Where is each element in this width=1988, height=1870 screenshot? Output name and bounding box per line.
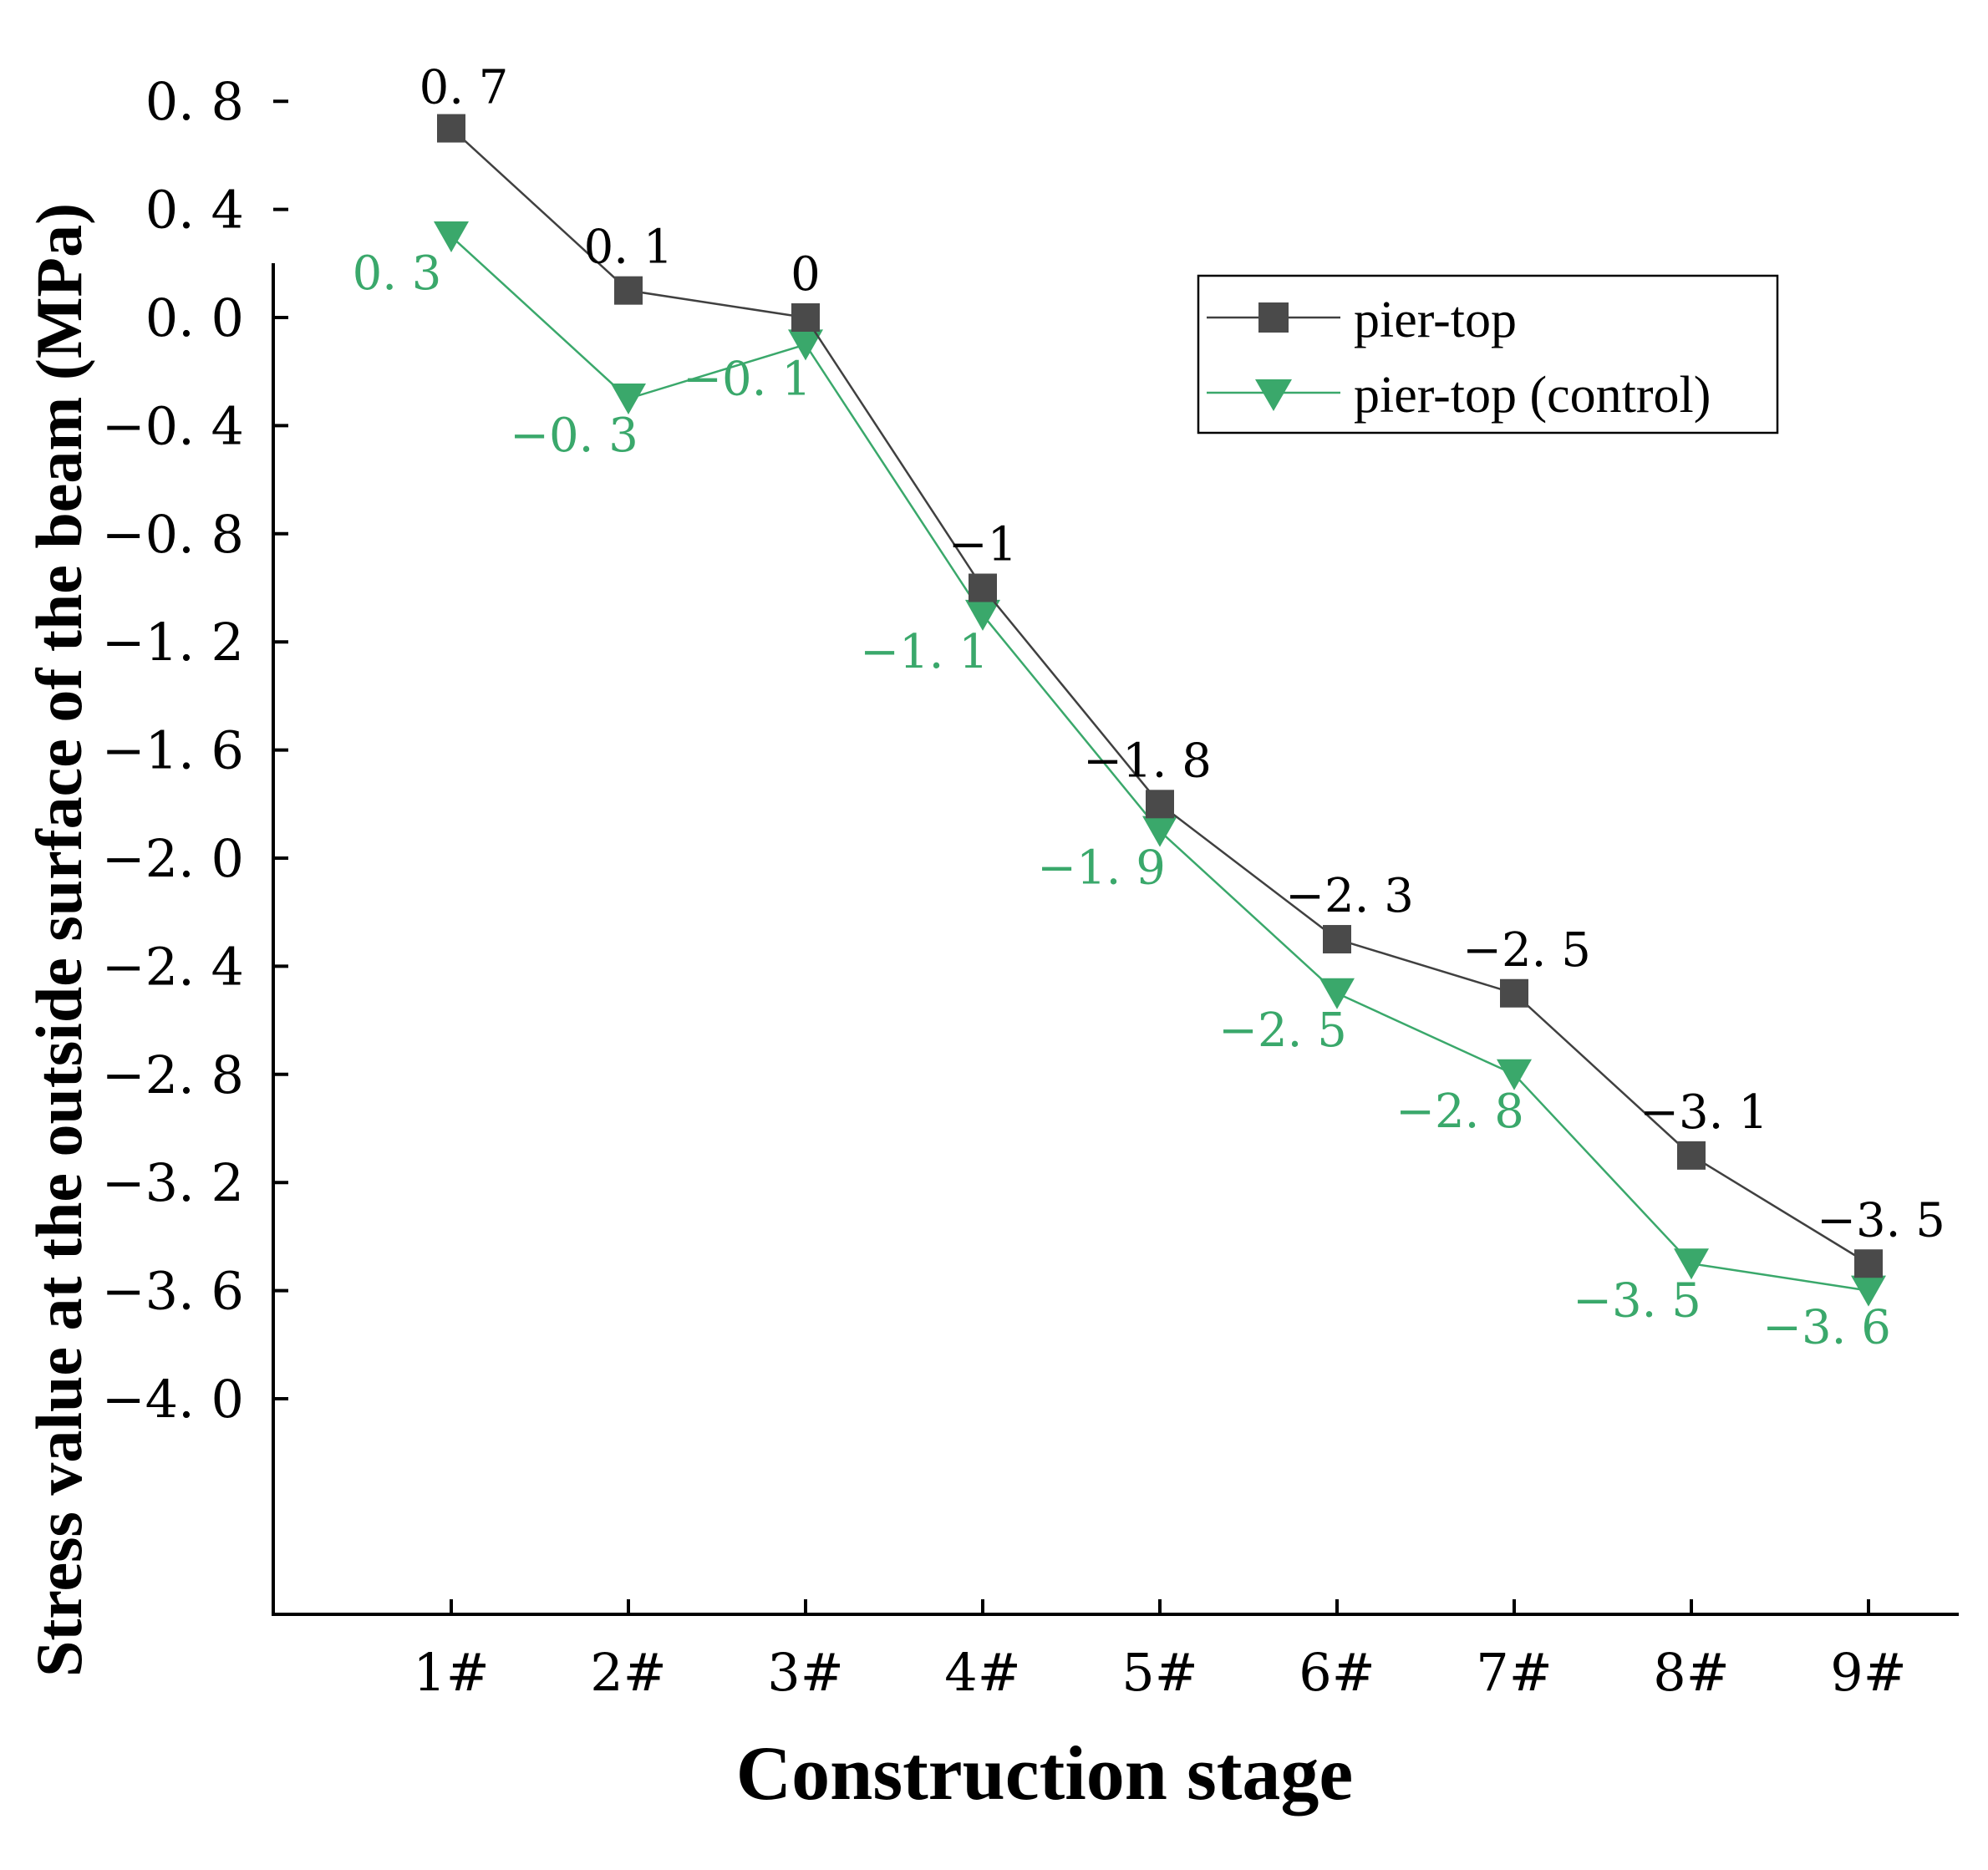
data-label-pier-top-control: −2. 8 [1396, 1085, 1524, 1139]
y-tick-label: −3. 6 [102, 1261, 244, 1322]
data-label-pier-top: −2. 5 [1462, 923, 1591, 978]
data-label-pier-top: 0. 1 [584, 221, 674, 275]
data-point-pier-top-control [1851, 1275, 1886, 1307]
data-label-pier-top-control: −0. 1 [683, 352, 811, 406]
data-point-pier-top-control [965, 599, 1000, 631]
y-axis-ticks: 0. 8 0. 4 0. 0 −0. 4 −0. 8 −1. 2 −1. 6 −2. 0 −2.… [102, 71, 288, 1430]
axes [272, 263, 1959, 1616]
y-tick-label: −1. 2 [102, 612, 244, 673]
y-tick-label: −4. 0 [102, 1369, 244, 1430]
data-label-pier-top: −1. 8 [1083, 734, 1212, 788]
data-point-pier-top [1323, 925, 1351, 954]
y-tick-label: −2. 4 [102, 936, 244, 997]
legend-label-pier-top-control: pier-top (control) [1354, 367, 1711, 424]
legend-box [1197, 274, 1779, 434]
data-label-pier-top-control: −1. 1 [860, 625, 989, 679]
data-point-pier-top-control [611, 384, 646, 415]
data-point-pier-top [1146, 790, 1174, 819]
data-point-pier-top [969, 573, 997, 602]
y-tick-label: −3. 2 [102, 1152, 244, 1213]
y-axis-title: Stress value at the outside surface of t… [23, 203, 95, 1677]
data-point-pier-top [1500, 978, 1528, 1008]
data-point-pier-top-control [1674, 1248, 1709, 1280]
data-point-pier-top [1677, 1141, 1706, 1170]
x-tick-label: 5# [1121, 1642, 1197, 1703]
data-point-pier-top [437, 114, 465, 143]
y-tick-label: −0. 8 [102, 504, 244, 565]
data-point-pier-top [614, 276, 643, 305]
legend-marker-pier-top [1258, 302, 1289, 333]
x-tick-label: 8# [1653, 1642, 1729, 1703]
data-label-pier-top: −1 [948, 518, 1018, 572]
data-point-pier-top-control [1497, 1059, 1532, 1090]
data-label-pier-top: −3. 1 [1640, 1085, 1768, 1140]
x-axis-title: Construction stage [736, 1730, 1354, 1816]
data-point-pier-top-control [434, 221, 469, 252]
x-tick-label: 6# [1299, 1642, 1375, 1703]
data-label-pier-top: −3. 5 [1817, 1193, 1945, 1248]
x-tick-label: 1# [413, 1642, 489, 1703]
y-tick-label: 0. 0 [145, 287, 244, 348]
legend: pier-top pier-top (control) [1197, 274, 1779, 434]
x-tick-label: 7# [1476, 1642, 1552, 1703]
y-tick-label: 0. 8 [145, 71, 244, 132]
y-tick-label: −1. 6 [102, 720, 244, 781]
data-label-pier-top: −2. 3 [1285, 869, 1414, 923]
data-label-pier-top-control: −1. 9 [1037, 841, 1166, 896]
data-label-pier-top-control: 0. 3 [353, 246, 442, 301]
y-tick-label: 0. 4 [145, 180, 244, 241]
legend-marker-pier-top-control [1255, 379, 1292, 411]
data-label-pier-top: 0 [791, 247, 821, 302]
data-labels-layer: 0. 3−0. 3−0. 1−1. 1−1. 9−2. 5−2. 8−3. 5−… [353, 61, 1945, 1355]
x-tick-label: 9# [1830, 1642, 1906, 1703]
series-layer [434, 114, 1886, 1307]
legend-label-pier-top: pier-top [1354, 292, 1517, 348]
x-axis-ticks: 1# 2# 3# 4# 5# 6# 7# 8# 9# [413, 1599, 1907, 1703]
data-label-pier-top: 0. 7 [419, 61, 509, 115]
data-point-pier-top-control [1319, 978, 1355, 1009]
x-tick-label: 4# [944, 1642, 1020, 1703]
y-tick-label: −2. 8 [102, 1044, 244, 1105]
y-tick-label: −2. 0 [102, 828, 244, 889]
x-tick-label: 3# [767, 1642, 843, 1703]
data-label-pier-top-control: −3. 5 [1573, 1273, 1701, 1328]
y-tick-label: −0. 4 [102, 395, 244, 456]
data-label-pier-top-control: −3. 6 [1762, 1301, 1891, 1355]
x-tick-label: 2# [590, 1642, 666, 1703]
data-point-pier-top [791, 303, 820, 332]
data-label-pier-top-control: −2. 5 [1218, 1004, 1347, 1058]
data-point-pier-top-control [1142, 816, 1177, 847]
data-label-pier-top-control: −0. 3 [510, 409, 638, 463]
data-point-pier-top-control [788, 329, 823, 361]
data-point-pier-top [1854, 1249, 1883, 1278]
